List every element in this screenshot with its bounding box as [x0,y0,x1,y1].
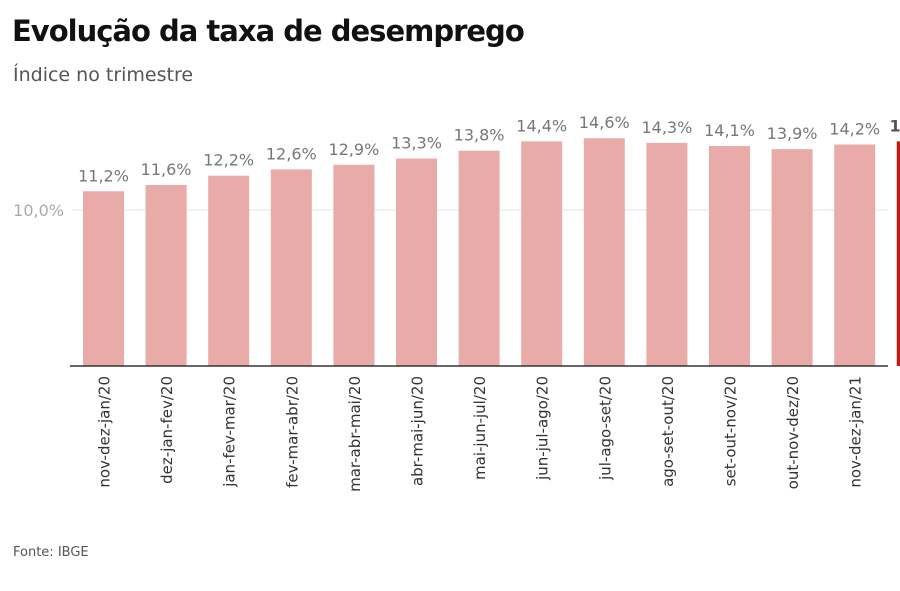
y-tick-label: 10,0% [13,201,64,220]
bar [458,150,500,366]
data-label: 13,8% [454,126,505,145]
data-label: 12,2% [203,151,254,170]
x-tick-label: fev-mar-abr/20 [283,376,301,488]
bar [709,146,750,366]
x-tick-label: nov-dez-jan/20 [96,376,114,488]
data-label: 11,2% [78,166,129,185]
x-tick-label: jun-jul-ago/20 [534,376,552,481]
bar [270,169,312,366]
bar [583,138,625,366]
data-label: 14,1% [704,121,755,140]
data-label: 14,6% [579,113,630,132]
chart-title: Evolução da taxa de desemprego [12,14,525,48]
bar [145,185,187,366]
x-tick-label: jul-ago-set/20 [596,376,614,481]
data-label: 14,3% [641,118,692,137]
data-label: 14,4% [516,116,567,135]
bar [771,149,813,366]
data-label: 11,6% [141,160,192,179]
bar [83,191,124,366]
bar [333,164,375,366]
x-tick-label: set-out-nov/20 [722,376,740,486]
data-label: 14,4% [890,116,900,135]
x-tick-label: dez-jan-fev/20 [158,376,176,484]
x-tick-label: nov-dez-jan/21 [847,376,865,488]
data-label: 13,3% [391,134,442,153]
x-tick-label: mai-jun-jul/20 [471,376,489,480]
bar [521,141,563,366]
bar [646,142,688,366]
bar [834,144,876,366]
bar [896,141,900,366]
x-tick-label: out-nov-dez/20 [784,376,802,489]
x-tick-label: mar-abr-mai/20 [346,376,364,492]
data-label: 14,2% [829,119,880,138]
bar [396,158,437,366]
x-tick-label: jan-fev-mar/20 [221,376,239,488]
data-label: 12,9% [328,140,379,159]
bar [208,175,250,366]
data-label: 13,9% [767,124,818,143]
chart-subtitle: Índice no trimestre [13,64,194,86]
data-label: 12,6% [266,144,317,163]
x-tick-label: ago-set-out/20 [659,376,677,487]
chart-source: Fonte: IBGE [13,545,89,560]
x-tick-label: abr-mai-jun/20 [409,376,427,486]
